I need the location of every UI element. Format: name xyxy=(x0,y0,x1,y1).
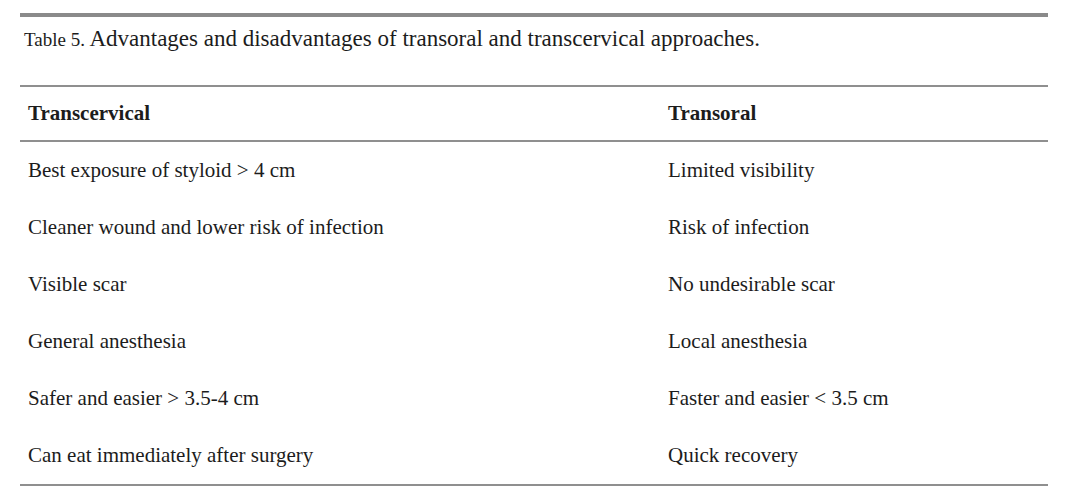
cell-transcervical: Can eat immediately after surgery xyxy=(20,427,660,485)
table-row: Best exposure of styloid > 4 cm Limited … xyxy=(20,141,1048,199)
header-cell-transoral: Transoral xyxy=(660,86,1048,141)
table-caption: Table 5. Advantages and disadvantages of… xyxy=(20,17,1048,85)
cell-transoral: No undesirable scar xyxy=(660,256,1048,313)
cell-transoral: Quick recovery xyxy=(660,427,1048,485)
table-body: Best exposure of styloid > 4 cm Limited … xyxy=(20,141,1048,485)
cell-transoral: Local anesthesia xyxy=(660,313,1048,370)
cell-transcervical: Cleaner wound and lower risk of infectio… xyxy=(20,199,660,256)
table-row: General anesthesia Local anesthesia xyxy=(20,313,1048,370)
table-caption-label: Table 5. xyxy=(24,29,85,50)
table-caption-text: Advantages and disadvantages of transora… xyxy=(89,26,760,51)
cell-transcervical: Visible scar xyxy=(20,256,660,313)
cell-transoral: Limited visibility xyxy=(660,141,1048,199)
table-row: Cleaner wound and lower risk of infectio… xyxy=(20,199,1048,256)
cell-transcervical: General anesthesia xyxy=(20,313,660,370)
table-row: Visible scar No undesirable scar xyxy=(20,256,1048,313)
table-row: Can eat immediately after surgery Quick … xyxy=(20,427,1048,485)
cell-transoral: Risk of infection xyxy=(660,199,1048,256)
header-row: Transcervical Transoral xyxy=(20,86,1048,141)
header-cell-transcervical: Transcervical xyxy=(20,86,660,141)
table-row: Safer and easier > 3.5-4 cm Faster and e… xyxy=(20,370,1048,427)
approaches-table: Transcervical Transoral Best exposure of… xyxy=(20,85,1048,486)
paper-table-figure: Table 5. Advantages and disadvantages of… xyxy=(0,0,1069,500)
cell-transcervical: Best exposure of styloid > 4 cm xyxy=(20,141,660,199)
cell-transcervical: Safer and easier > 3.5-4 cm xyxy=(20,370,660,427)
table-header: Transcervical Transoral xyxy=(20,86,1048,141)
cell-transoral: Faster and easier < 3.5 cm xyxy=(660,370,1048,427)
